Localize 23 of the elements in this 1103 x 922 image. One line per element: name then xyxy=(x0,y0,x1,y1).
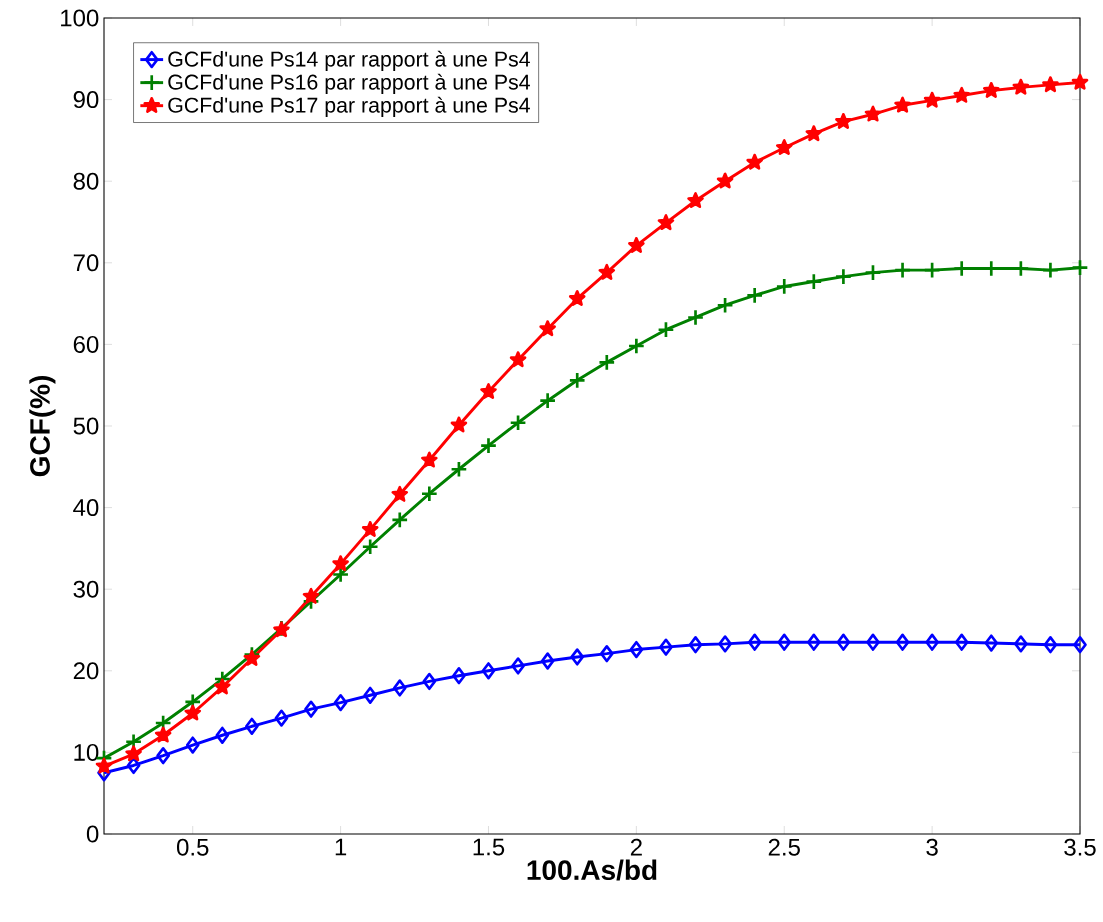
x-tick-label: 2.5 xyxy=(768,838,800,856)
x-tick-label: 3 xyxy=(926,838,938,856)
x-tick-label: 3.5 xyxy=(1064,838,1096,856)
x-tick-label: 1.5 xyxy=(473,838,505,856)
y-tick-label: 30 xyxy=(73,580,99,598)
x-tick-label: 1 xyxy=(335,838,347,856)
x-tick-label: 0.5 xyxy=(176,838,209,856)
y-tick-label: 80 xyxy=(73,172,99,190)
x-tick-label: 2 xyxy=(630,838,642,856)
y-tick-label: 40 xyxy=(73,499,99,517)
y-tick-label: 90 xyxy=(73,91,99,109)
legend-label: GCFd'une Ps17 par rapport à une Ps4 xyxy=(168,96,530,117)
y-tick-label: 20 xyxy=(73,662,99,680)
y-tick-label: 70 xyxy=(73,254,99,272)
x-axis-title: 100.As/bd xyxy=(527,859,657,881)
y-tick-label: 10 xyxy=(74,743,99,761)
y-tick-label: 60 xyxy=(73,335,99,353)
y-axis-title: GCF(%) xyxy=(29,376,56,477)
y-tick-label: 100 xyxy=(61,9,99,27)
legend-label: GCFd'une Ps16 par rapport à une Ps4 xyxy=(168,73,530,94)
y-tick-label: 50 xyxy=(73,417,99,435)
y-tick-label: 0 xyxy=(86,825,99,843)
legend-label: GCFd'une Ps14 par rapport à une Ps4 xyxy=(168,50,530,71)
